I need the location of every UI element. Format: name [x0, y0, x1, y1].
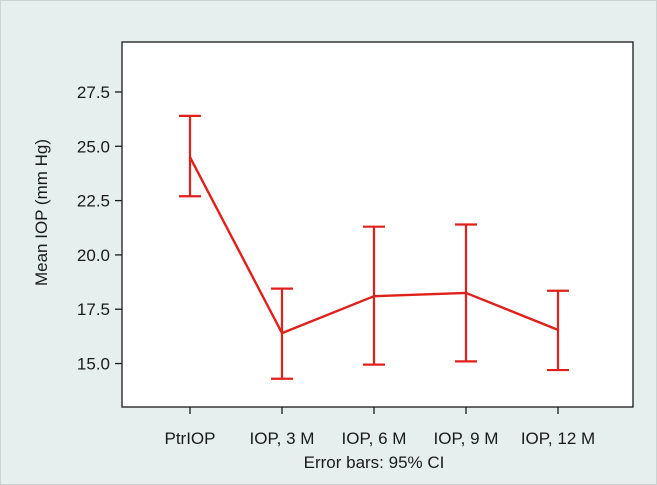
- y-tick-label: 15.0: [77, 355, 110, 374]
- data-point: [372, 294, 376, 298]
- x-axis: PtrIOP IOP, 3 M IOP, 6 M IOP, 9 M IOP, 12 M: [164, 407, 595, 448]
- data-point: [556, 328, 560, 332]
- series-line-group: [188, 155, 560, 335]
- x-tick-label: IOP, 3 M: [250, 429, 315, 448]
- data-point: [280, 331, 284, 335]
- data-point: [188, 155, 192, 159]
- x-tick-label: IOP, 9 M: [434, 429, 499, 448]
- plot-area: [121, 41, 634, 408]
- y-tick-label: 22.5: [77, 192, 110, 211]
- x-tick-label: IOP, 6 M: [342, 429, 407, 448]
- x-tick-label: IOP, 12 M: [521, 429, 595, 448]
- data-point: [464, 291, 468, 295]
- y-tick-label: 20.0: [77, 246, 110, 265]
- y-tick-label: 17.5: [77, 300, 110, 319]
- x-tick-label: PtrIOP: [164, 429, 215, 448]
- y-tick-label: 27.5: [77, 83, 110, 102]
- y-axis: 15.0 17.5 20.0 22.5 25.0 27.5: [77, 83, 122, 374]
- y-tick-label: 25.0: [77, 137, 110, 156]
- y-axis-title: Mean IOP (mm Hg): [32, 139, 51, 286]
- x-axis-title: Error bars: 95% CI: [304, 453, 445, 472]
